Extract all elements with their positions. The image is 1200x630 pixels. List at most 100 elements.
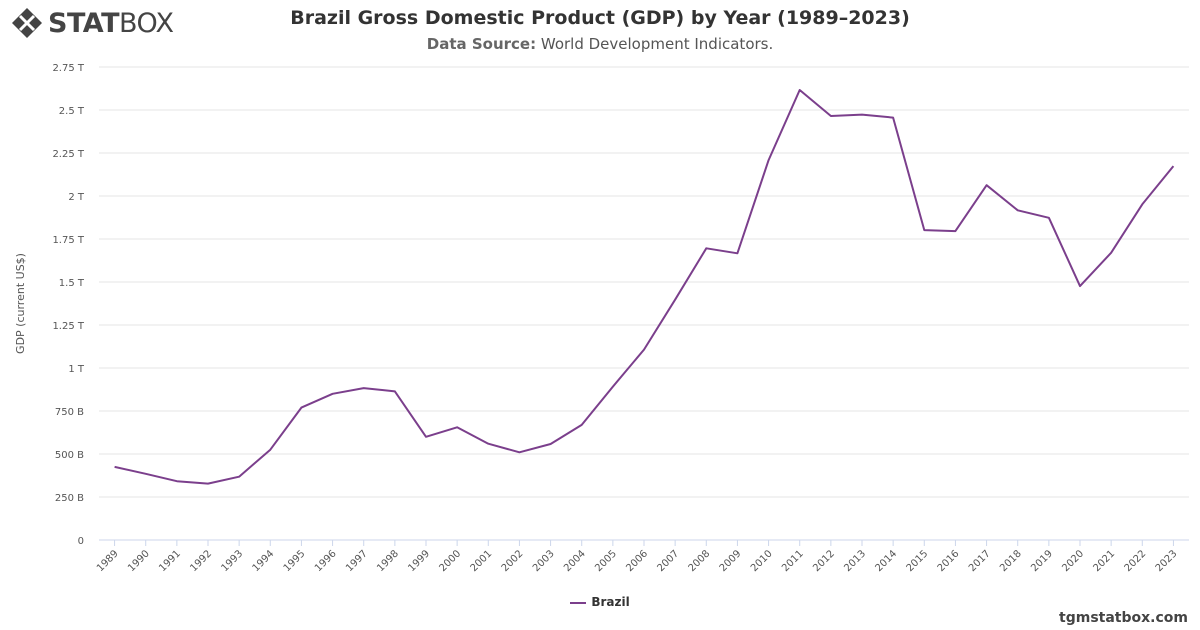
x-tick-label: 2000 bbox=[437, 548, 463, 574]
x-tick-label: 2020 bbox=[1060, 548, 1086, 574]
x-tick-label: 2016 bbox=[936, 548, 962, 574]
data-point[interactable] bbox=[672, 297, 678, 303]
data-point[interactable] bbox=[1077, 283, 1083, 289]
data-point[interactable] bbox=[298, 405, 304, 411]
data-point[interactable] bbox=[205, 481, 211, 487]
data-point[interactable] bbox=[454, 424, 460, 430]
x-tick-label: 1999 bbox=[406, 548, 432, 574]
x-tick-label: 2013 bbox=[842, 548, 868, 574]
data-point[interactable] bbox=[952, 228, 958, 234]
data-point[interactable] bbox=[516, 449, 522, 455]
x-tick-label: 2018 bbox=[998, 548, 1024, 574]
y-tick-label: 1.5 T bbox=[59, 278, 85, 289]
x-tick-label: 2006 bbox=[624, 548, 650, 574]
chart-subtitle: Data Source: World Development Indicator… bbox=[0, 35, 1200, 53]
data-point[interactable] bbox=[485, 441, 491, 447]
data-source-label: Data Source: bbox=[426, 35, 537, 53]
x-tick-label: 1998 bbox=[375, 548, 401, 574]
legend-swatch-brazil bbox=[570, 601, 587, 604]
y-tick-label: 500 B bbox=[55, 450, 84, 461]
data-point[interactable] bbox=[1046, 215, 1052, 221]
footer-site: tgmstatbox.com bbox=[1059, 610, 1188, 626]
x-tick-label: 1994 bbox=[251, 548, 277, 574]
x-tick-label: 2005 bbox=[593, 548, 619, 574]
x-tick-label: 2017 bbox=[967, 548, 993, 574]
x-tick-label: 1991 bbox=[157, 548, 183, 574]
y-tick-label: 0 bbox=[78, 536, 84, 547]
data-point[interactable] bbox=[392, 388, 398, 394]
logo-text-light: BOX bbox=[118, 7, 174, 39]
series-line-brazil[interactable] bbox=[114, 89, 1175, 485]
x-axis-ticks: 1989 1990 1991 1992 1993 1994 1995 1996 1997 1998… bbox=[95, 540, 1180, 574]
y-tick-label: 2.25 T bbox=[52, 149, 84, 160]
x-tick-label: 1992 bbox=[188, 548, 214, 574]
x-tick-label: 2023 bbox=[1154, 548, 1180, 574]
x-tick-label: 2008 bbox=[687, 548, 713, 574]
y-tick-label: 1.75 T bbox=[52, 235, 84, 246]
x-tick-label: 2015 bbox=[905, 548, 931, 574]
legend-label-brazil: Brazil bbox=[591, 595, 630, 609]
data-point[interactable] bbox=[143, 471, 149, 477]
data-point[interactable] bbox=[548, 441, 554, 447]
data-point[interactable] bbox=[423, 434, 429, 440]
data-point[interactable] bbox=[828, 113, 834, 119]
data-point[interactable] bbox=[236, 474, 242, 480]
data-point[interactable] bbox=[361, 385, 367, 391]
data-point[interactable] bbox=[890, 115, 896, 121]
data-point[interactable] bbox=[921, 227, 927, 233]
data-point[interactable] bbox=[610, 384, 616, 390]
y-axis-ticks: 0 250 B 500 B 750 B 1 T 1.25 T 1.5 T 1.75 T 2 T 2… bbox=[52, 63, 84, 547]
data-source-value: World Development Indicators. bbox=[540, 35, 774, 53]
data-point[interactable] bbox=[174, 478, 180, 484]
x-tick-label: 2007 bbox=[655, 548, 681, 574]
y-tick-label: 2 T bbox=[68, 192, 85, 203]
x-tick-label: 1990 bbox=[126, 548, 152, 574]
x-tick-label: 2010 bbox=[749, 548, 775, 574]
y-tick-label: 250 B bbox=[55, 493, 84, 504]
data-point[interactable] bbox=[1170, 163, 1176, 169]
grid-lines bbox=[99, 66, 1189, 498]
x-tick-label: 1993 bbox=[219, 548, 245, 574]
data-point[interactable] bbox=[579, 422, 585, 428]
logo-text-bold: STAT bbox=[48, 7, 119, 39]
x-tick-label: 2021 bbox=[1091, 548, 1117, 574]
data-point[interactable] bbox=[797, 87, 803, 93]
logo-text: STATBOX bbox=[48, 8, 174, 39]
y-tick-label: 2.5 T bbox=[59, 106, 85, 117]
y-tick-label: 1 T bbox=[68, 364, 85, 375]
data-point[interactable] bbox=[1015, 207, 1021, 213]
data-point[interactable] bbox=[330, 391, 336, 397]
y-axis-title: GDP (current US$) bbox=[14, 253, 27, 354]
x-tick-label: 2011 bbox=[780, 548, 806, 574]
x-tick-label: 2019 bbox=[1029, 548, 1055, 574]
data-point[interactable] bbox=[859, 112, 865, 118]
x-tick-label: 1995 bbox=[282, 548, 308, 574]
x-tick-label: 2012 bbox=[811, 548, 837, 574]
data-point[interactable] bbox=[766, 157, 772, 163]
data-point[interactable] bbox=[1139, 201, 1145, 207]
chart-title: Brazil Gross Domestic Product (GDP) by Y… bbox=[290, 7, 910, 29]
x-tick-label: 2014 bbox=[873, 548, 899, 574]
x-tick-label: 1996 bbox=[313, 548, 339, 574]
x-tick-label: 2003 bbox=[531, 548, 557, 574]
data-point[interactable] bbox=[984, 182, 990, 188]
x-tick-label: 1989 bbox=[95, 548, 121, 574]
x-tick-label: 1997 bbox=[344, 548, 370, 574]
data-point[interactable] bbox=[703, 245, 709, 251]
data-point[interactable] bbox=[641, 347, 647, 353]
statbox-logo: STATBOX bbox=[10, 6, 174, 40]
legend[interactable]: Brazil bbox=[0, 595, 1200, 609]
data-point[interactable] bbox=[1108, 250, 1114, 256]
x-tick-label: 2004 bbox=[562, 548, 588, 574]
data-point[interactable] bbox=[734, 250, 740, 256]
x-tick-label: 2002 bbox=[500, 548, 526, 574]
data-point[interactable] bbox=[267, 447, 273, 453]
y-tick-label: 2.75 T bbox=[52, 63, 84, 74]
data-point[interactable] bbox=[112, 464, 118, 470]
series-layer bbox=[112, 87, 1176, 487]
diamond-grid-icon bbox=[12, 8, 42, 38]
y-tick-label: 750 B bbox=[55, 407, 84, 418]
x-tick-label: 2001 bbox=[469, 548, 495, 574]
x-tick-label: 2009 bbox=[718, 548, 744, 574]
